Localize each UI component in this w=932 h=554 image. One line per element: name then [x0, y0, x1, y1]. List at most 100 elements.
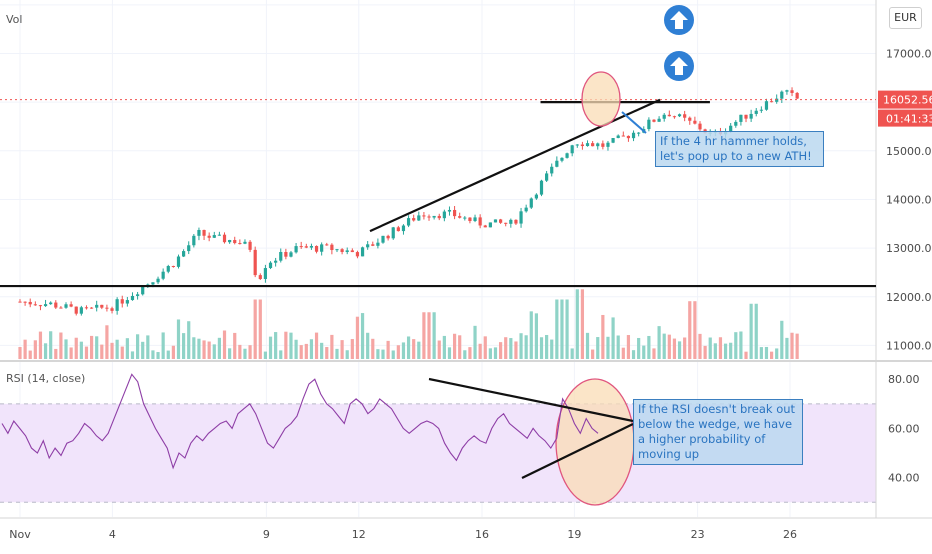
candle-body — [253, 249, 257, 276]
candle-body — [360, 247, 365, 257]
volume-bar — [698, 333, 702, 359]
candle-body — [59, 307, 63, 309]
volume-bar — [268, 336, 273, 359]
candle-body — [151, 282, 155, 285]
volume-bar — [591, 349, 595, 359]
candle-body — [294, 246, 298, 253]
volume-bar — [519, 333, 523, 359]
volume-bar — [197, 338, 201, 359]
volume-bar — [693, 301, 697, 359]
candle-body — [371, 244, 375, 246]
candle-body — [585, 143, 590, 147]
candle-body — [105, 307, 109, 309]
volume-bar — [570, 348, 574, 359]
x-tick-label: 9 — [263, 528, 270, 541]
candle-body — [110, 308, 114, 311]
volume-bar — [432, 312, 436, 359]
candle-body — [488, 222, 492, 228]
candle-body — [616, 135, 620, 139]
candle-body — [499, 219, 503, 223]
volume-bar — [524, 335, 528, 359]
candle-body — [309, 245, 314, 248]
volume-bar — [729, 342, 733, 359]
volume-bar — [59, 332, 63, 359]
volume-bar — [366, 332, 370, 359]
rsi-label: RSI (14, close) — [6, 372, 85, 385]
candle-body — [171, 266, 175, 268]
volume-bar — [120, 346, 124, 359]
candle-body — [734, 121, 738, 126]
candle-body — [386, 235, 390, 239]
volume-bar — [340, 340, 344, 359]
candle-body — [212, 235, 216, 238]
volume-bar — [325, 347, 329, 359]
volume-bar — [463, 350, 467, 359]
candle-body — [391, 227, 395, 239]
candle-body — [263, 268, 268, 280]
volume-bar — [396, 345, 400, 359]
candle-body — [120, 299, 124, 304]
volume-bar — [473, 325, 477, 359]
volume-bar — [647, 335, 651, 359]
price-tick-label: 13000.00 — [886, 242, 932, 255]
volume-bar — [529, 311, 533, 359]
volume-bar — [606, 336, 610, 359]
volume-bar — [723, 343, 728, 359]
volume-bar — [79, 341, 83, 359]
candle-body — [222, 234, 227, 243]
candle-body — [775, 98, 779, 102]
candle-body — [182, 251, 186, 257]
volume-bar — [662, 333, 666, 359]
candle-body — [580, 144, 585, 147]
volume-bar — [171, 345, 175, 359]
candle-body — [545, 173, 549, 181]
candle-body — [268, 262, 273, 269]
volume-bar — [176, 319, 181, 359]
volume-bar — [442, 335, 446, 359]
volume-bar — [744, 351, 748, 359]
volume-bar — [187, 321, 191, 359]
candlesticks — [18, 87, 799, 316]
currency-button[interactable]: EUR — [889, 7, 922, 29]
candle-body — [524, 207, 528, 212]
volume-bar — [279, 350, 283, 359]
candle-body — [504, 222, 508, 224]
current-price-tag — [878, 90, 932, 109]
candle-body — [258, 275, 262, 280]
volume-bar — [637, 337, 641, 359]
candle-body — [631, 132, 636, 139]
candle-body — [412, 218, 416, 221]
volume-bar — [330, 334, 334, 359]
candle-body — [458, 216, 462, 218]
volume-bar — [314, 332, 319, 359]
candle-body — [330, 244, 334, 251]
volume-bar — [294, 339, 298, 359]
volume-bar — [371, 338, 375, 359]
volume-bar — [43, 343, 48, 359]
volume-bar — [166, 350, 170, 359]
volume-bar — [299, 345, 303, 359]
volume-bar — [130, 351, 135, 359]
volume-bar — [38, 331, 43, 359]
candle-body — [672, 116, 677, 118]
candle-body — [156, 278, 160, 283]
volume-bar — [146, 335, 150, 359]
volume-bar — [212, 344, 216, 359]
volume-bar — [616, 335, 620, 359]
current-price-text: 16052.56 — [883, 94, 932, 107]
candle-body — [473, 217, 477, 222]
volume-bar — [565, 299, 569, 359]
volume-bar — [785, 337, 789, 359]
volume-bar — [509, 338, 513, 359]
candle-body — [217, 234, 221, 236]
volume-bar — [657, 326, 661, 359]
candle-body — [606, 142, 610, 147]
volume-bar — [412, 339, 416, 359]
price-tick-label: 12000.00 — [886, 291, 932, 304]
volume-bar — [749, 303, 753, 359]
candle-body — [406, 218, 411, 226]
volume-bar — [141, 341, 145, 359]
candle-body — [304, 246, 308, 248]
volume-bar — [545, 334, 549, 359]
